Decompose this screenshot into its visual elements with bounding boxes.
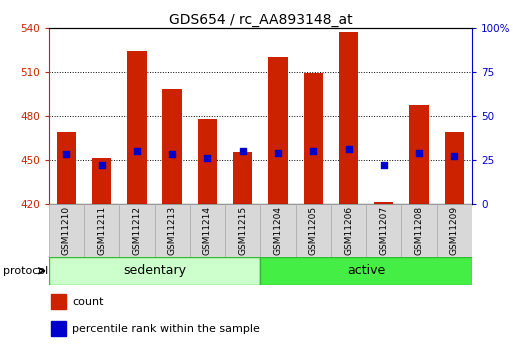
Point (415, 150, 423, 155)
Point (344, 146, 352, 152)
FancyBboxPatch shape (366, 204, 401, 257)
Bar (51, 321, 66, 336)
Point (62, 151, 70, 157)
Point (133, 148, 141, 154)
Text: GSM11215: GSM11215 (238, 206, 247, 255)
Text: GSM11214: GSM11214 (203, 206, 212, 255)
Bar (233, 152, 252, 204)
FancyBboxPatch shape (401, 204, 437, 257)
Text: protocol: protocol (3, 266, 48, 276)
Point (239, 148, 247, 154)
Bar (374, 202, 393, 204)
Text: GSM11205: GSM11205 (309, 206, 318, 255)
Text: GSM11213: GSM11213 (168, 206, 176, 255)
Text: GSM11204: GSM11204 (273, 206, 283, 255)
FancyBboxPatch shape (49, 204, 84, 257)
Bar (409, 105, 429, 204)
FancyBboxPatch shape (225, 204, 260, 257)
Bar (127, 51, 147, 204)
FancyBboxPatch shape (84, 204, 119, 257)
FancyBboxPatch shape (295, 204, 331, 257)
Bar (51, 295, 66, 309)
Text: percentile rank within the sample: percentile rank within the sample (72, 324, 260, 334)
Bar (304, 73, 323, 204)
Text: GSM11207: GSM11207 (379, 206, 388, 255)
Text: sedentary: sedentary (123, 264, 186, 277)
FancyBboxPatch shape (49, 257, 260, 285)
Text: GSM11209: GSM11209 (450, 206, 459, 255)
Bar (445, 132, 464, 204)
FancyBboxPatch shape (260, 204, 295, 257)
Text: count: count (72, 297, 104, 307)
Bar (268, 57, 288, 204)
FancyBboxPatch shape (331, 204, 366, 257)
Point (380, 162, 388, 168)
Point (450, 153, 459, 159)
Text: GSM11206: GSM11206 (344, 206, 353, 255)
Point (168, 151, 176, 157)
Bar (339, 32, 358, 204)
Bar (92, 158, 111, 204)
FancyBboxPatch shape (119, 204, 154, 257)
Text: GSM11211: GSM11211 (97, 206, 106, 255)
Bar (163, 89, 182, 204)
Text: GSM11212: GSM11212 (132, 206, 142, 255)
Point (309, 148, 318, 154)
Point (274, 150, 282, 155)
FancyBboxPatch shape (437, 204, 472, 257)
FancyBboxPatch shape (190, 204, 225, 257)
FancyBboxPatch shape (260, 257, 472, 285)
Title: GDS654 / rc_AA893148_at: GDS654 / rc_AA893148_at (169, 12, 352, 27)
Text: GSM11208: GSM11208 (415, 206, 424, 255)
Text: GSM11210: GSM11210 (62, 206, 71, 255)
Bar (56, 132, 76, 204)
Bar (198, 119, 217, 204)
Text: active: active (347, 264, 385, 277)
FancyBboxPatch shape (154, 204, 190, 257)
Point (203, 155, 211, 160)
Point (97, 162, 106, 168)
